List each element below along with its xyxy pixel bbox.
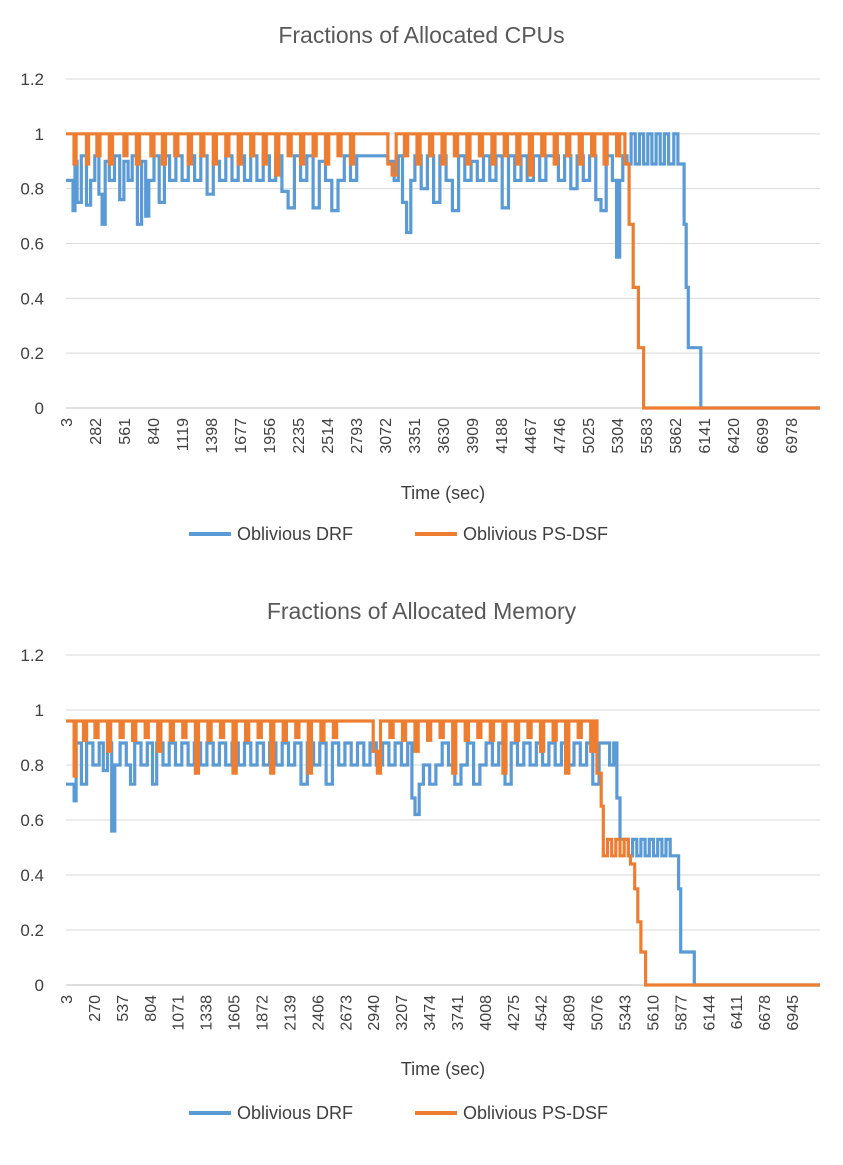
cpu-x-tick-label: 1956 <box>262 418 279 454</box>
cpu-y-tick-label: 0.4 <box>20 289 44 308</box>
mem-x-tick-label: 6411 <box>729 995 746 1030</box>
mem-x-tick-label: 1071 <box>171 995 188 1031</box>
mem-y-tick-label: 1.2 <box>20 646 44 665</box>
cpu-x-tick-label: 4467 <box>523 418 540 454</box>
mem-x-tick-label: 3 <box>59 995 76 1004</box>
mem-x-tick-label: 4542 <box>534 995 551 1031</box>
cpu-x-tick-label: 4746 <box>552 418 569 454</box>
cpu-x-tick-label: 561 <box>117 418 134 445</box>
cpu-x-tick-label: 3630 <box>436 418 453 454</box>
cpu-legend-label-drf: Oblivious DRF <box>237 524 353 544</box>
mem-x-tick-label: 2673 <box>338 995 355 1031</box>
mem-y-tick-label: 0.8 <box>20 756 44 775</box>
cpu-x-tick-label: 6699 <box>755 418 772 454</box>
cpu-x-tick-label: 5862 <box>668 418 685 454</box>
mem-series-drf-line <box>66 741 820 987</box>
memory-chart-svg: Fractions of Allocated Memory 0 0.2 0.4 0.6 0… <box>20 598 820 1123</box>
cpu-x-tick-label: 5583 <box>639 418 656 454</box>
cpu-y-tick-label: 0.6 <box>20 235 44 254</box>
mem-x-tick-label: 4809 <box>562 995 579 1031</box>
cpu-x-tick-label: 1677 <box>233 418 250 454</box>
cpu-x-tick-label: 6978 <box>784 418 801 454</box>
mem-chart-title: Fractions of Allocated Memory <box>267 598 577 624</box>
mem-x-tick-label: 2139 <box>282 995 299 1031</box>
cpu-x-tick-label: 3 <box>59 418 76 427</box>
mem-x-tick-label: 4008 <box>478 995 495 1031</box>
cpu-x-tick-label: 3072 <box>378 418 395 454</box>
cpu-series-psdsf-line <box>66 132 820 410</box>
cpu-x-tick-label: 3909 <box>465 418 482 454</box>
mem-x-tick-label: 6945 <box>785 995 802 1031</box>
mem-x-tick-label: 5877 <box>673 995 690 1031</box>
mem-x-tick-label: 2406 <box>310 995 327 1031</box>
cpu-y-tick-label: 0.2 <box>20 344 44 363</box>
mem-series-psdsf-line <box>66 719 820 987</box>
cpu-y-tick-label: 1.2 <box>20 70 44 89</box>
mem-y-tick-label: 0 <box>35 976 44 995</box>
cpu-x-tick-label: 3351 <box>407 418 424 454</box>
cpu-x-tick-label: 6141 <box>697 418 714 454</box>
mem-x-tick-label: 1605 <box>227 995 244 1031</box>
mem-legend-label-drf: Oblivious DRF <box>237 1103 353 1123</box>
mem-x-tick-label: 3207 <box>394 995 411 1031</box>
cpu-legend-label-psdsf: Oblivious PS-DSF <box>463 524 608 544</box>
cpu-x-tick-label: 2235 <box>291 418 308 454</box>
cpu-x-tick-label: 5025 <box>581 418 598 454</box>
cpu-x-axis-label: Time (sec) <box>401 483 485 503</box>
cpu-chart-svg: Fractions of Allocated CPUs 0 0.2 0.4 0.6 0.8… <box>20 22 820 544</box>
cpu-x-tick-label: 2514 <box>320 418 337 454</box>
mem-y-tick-label: 0.2 <box>20 921 44 940</box>
cpu-x-tick-label: 282 <box>88 418 105 445</box>
mem-x-tick-label: 4275 <box>506 995 523 1031</box>
mem-x-tick-label: 3474 <box>422 995 439 1031</box>
cpu-x-tick-label: 4188 <box>494 418 511 454</box>
cpu-x-tick-label: 5304 <box>610 418 627 454</box>
mem-x-tick-label: 537 <box>115 995 132 1022</box>
mem-x-tick-label: 804 <box>143 995 160 1022</box>
mem-x-tick-label: 5076 <box>590 995 607 1031</box>
mem-x-tick-label: 270 <box>87 995 104 1022</box>
cpu-chart-title: Fractions of Allocated CPUs <box>278 22 564 48</box>
mem-x-tick-label: 2940 <box>366 995 383 1031</box>
mem-x-tick-label: 6678 <box>757 995 774 1031</box>
mem-x-tick-label: 1872 <box>254 995 271 1031</box>
cpu-y-tick-label: 0 <box>35 399 44 418</box>
cpu-series-drf-line <box>66 132 820 410</box>
mem-x-tick-label: 5610 <box>645 995 662 1031</box>
cpu-x-tick-label: 1119 <box>175 418 192 451</box>
cpu-x-tick-label: 6420 <box>726 418 743 454</box>
cpu-x-tick-label: 840 <box>146 418 163 445</box>
mem-x-tick-label: 1338 <box>199 995 216 1031</box>
mem-x-tick-label: 5343 <box>618 995 635 1031</box>
cpu-x-tick-label: 1398 <box>204 418 221 454</box>
cpu-x-tick-label: 2793 <box>349 418 366 454</box>
mem-x-tick-label: 3741 <box>450 995 467 1031</box>
mem-y-tick-label: 0.6 <box>20 811 44 830</box>
mem-y-tick-label: 0.4 <box>20 866 44 885</box>
mem-legend-label-psdsf: Oblivious PS-DSF <box>463 1103 608 1123</box>
cpu-chart: Fractions of Allocated CPUs 0 0.2 0.4 0.6 0.8… <box>0 0 843 578</box>
mem-x-axis-label: Time (sec) <box>401 1059 485 1079</box>
cpu-y-tick-label: 0.8 <box>20 180 44 199</box>
memory-chart: Fractions of Allocated Memory 0 0.2 0.4 0.6 0… <box>0 578 843 1160</box>
cpu-y-tick-label: 1 <box>35 125 44 144</box>
mem-y-tick-label: 1 <box>35 701 44 720</box>
mem-x-tick-label: 6144 <box>701 995 718 1031</box>
